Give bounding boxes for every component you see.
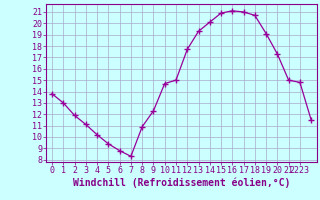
X-axis label: Windchill (Refroidissement éolien,°C): Windchill (Refroidissement éolien,°C) (73, 178, 290, 188)
